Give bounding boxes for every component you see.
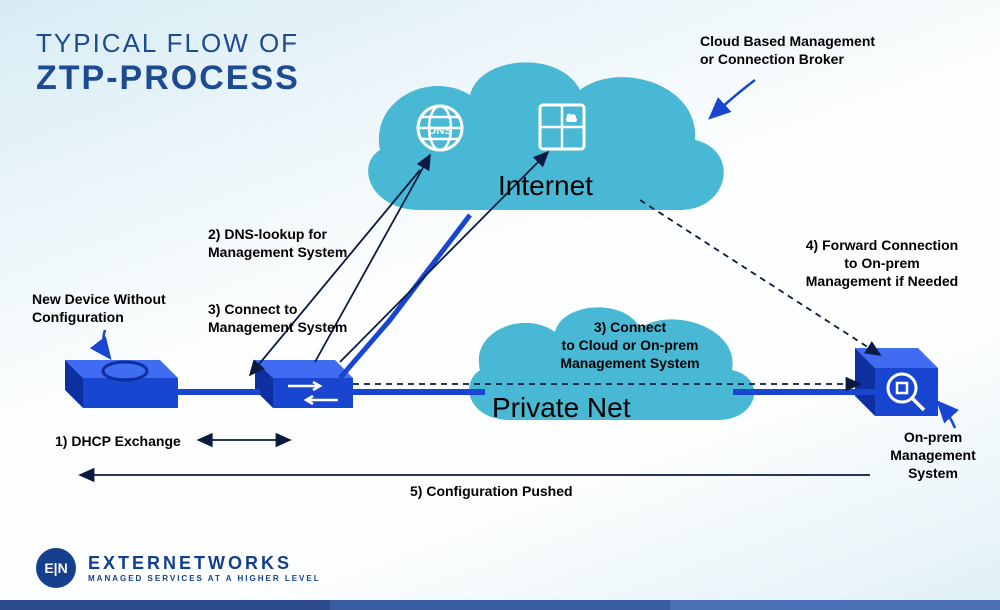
svg-text:DNS: DNS: [428, 125, 451, 137]
footer-brand: EXTERNETWORKS: [88, 553, 321, 574]
forward-label: 4) Forward Connectionto On-premManagemen…: [792, 236, 972, 291]
connect-mgmt-label: 3) Connect toManagement System: [208, 300, 378, 336]
onprem-box: [855, 348, 938, 416]
onprem-label: On-premManagementSystem: [878, 428, 988, 483]
switch-box: [255, 360, 353, 408]
private-net-label: Private Net: [492, 392, 631, 424]
cloud-based-label: Cloud Based Managementor Connection Brok…: [700, 32, 920, 68]
new-device-box: [65, 360, 178, 408]
new-device-label: New Device WithoutConfiguration: [32, 290, 192, 326]
config-pushed-label: 5) Configuration Pushed: [410, 482, 573, 500]
internet-label: Internet: [498, 170, 593, 202]
footer-logo-icon: E|N: [36, 548, 76, 588]
connect-cloud-label: 3) Connectto Cloud or On-premManagement …: [540, 318, 720, 373]
footer: E|N EXTERNETWORKS MANAGED SERVICES AT A …: [36, 548, 321, 588]
footer-tagline: MANAGED SERVICES AT A HIGHER LEVEL: [88, 574, 321, 583]
dhcp-label: 1) DHCP Exchange: [55, 432, 181, 450]
bottom-bar: [0, 600, 1000, 610]
dns-lookup-label: 2) DNS-lookup forManagement System: [208, 225, 368, 261]
